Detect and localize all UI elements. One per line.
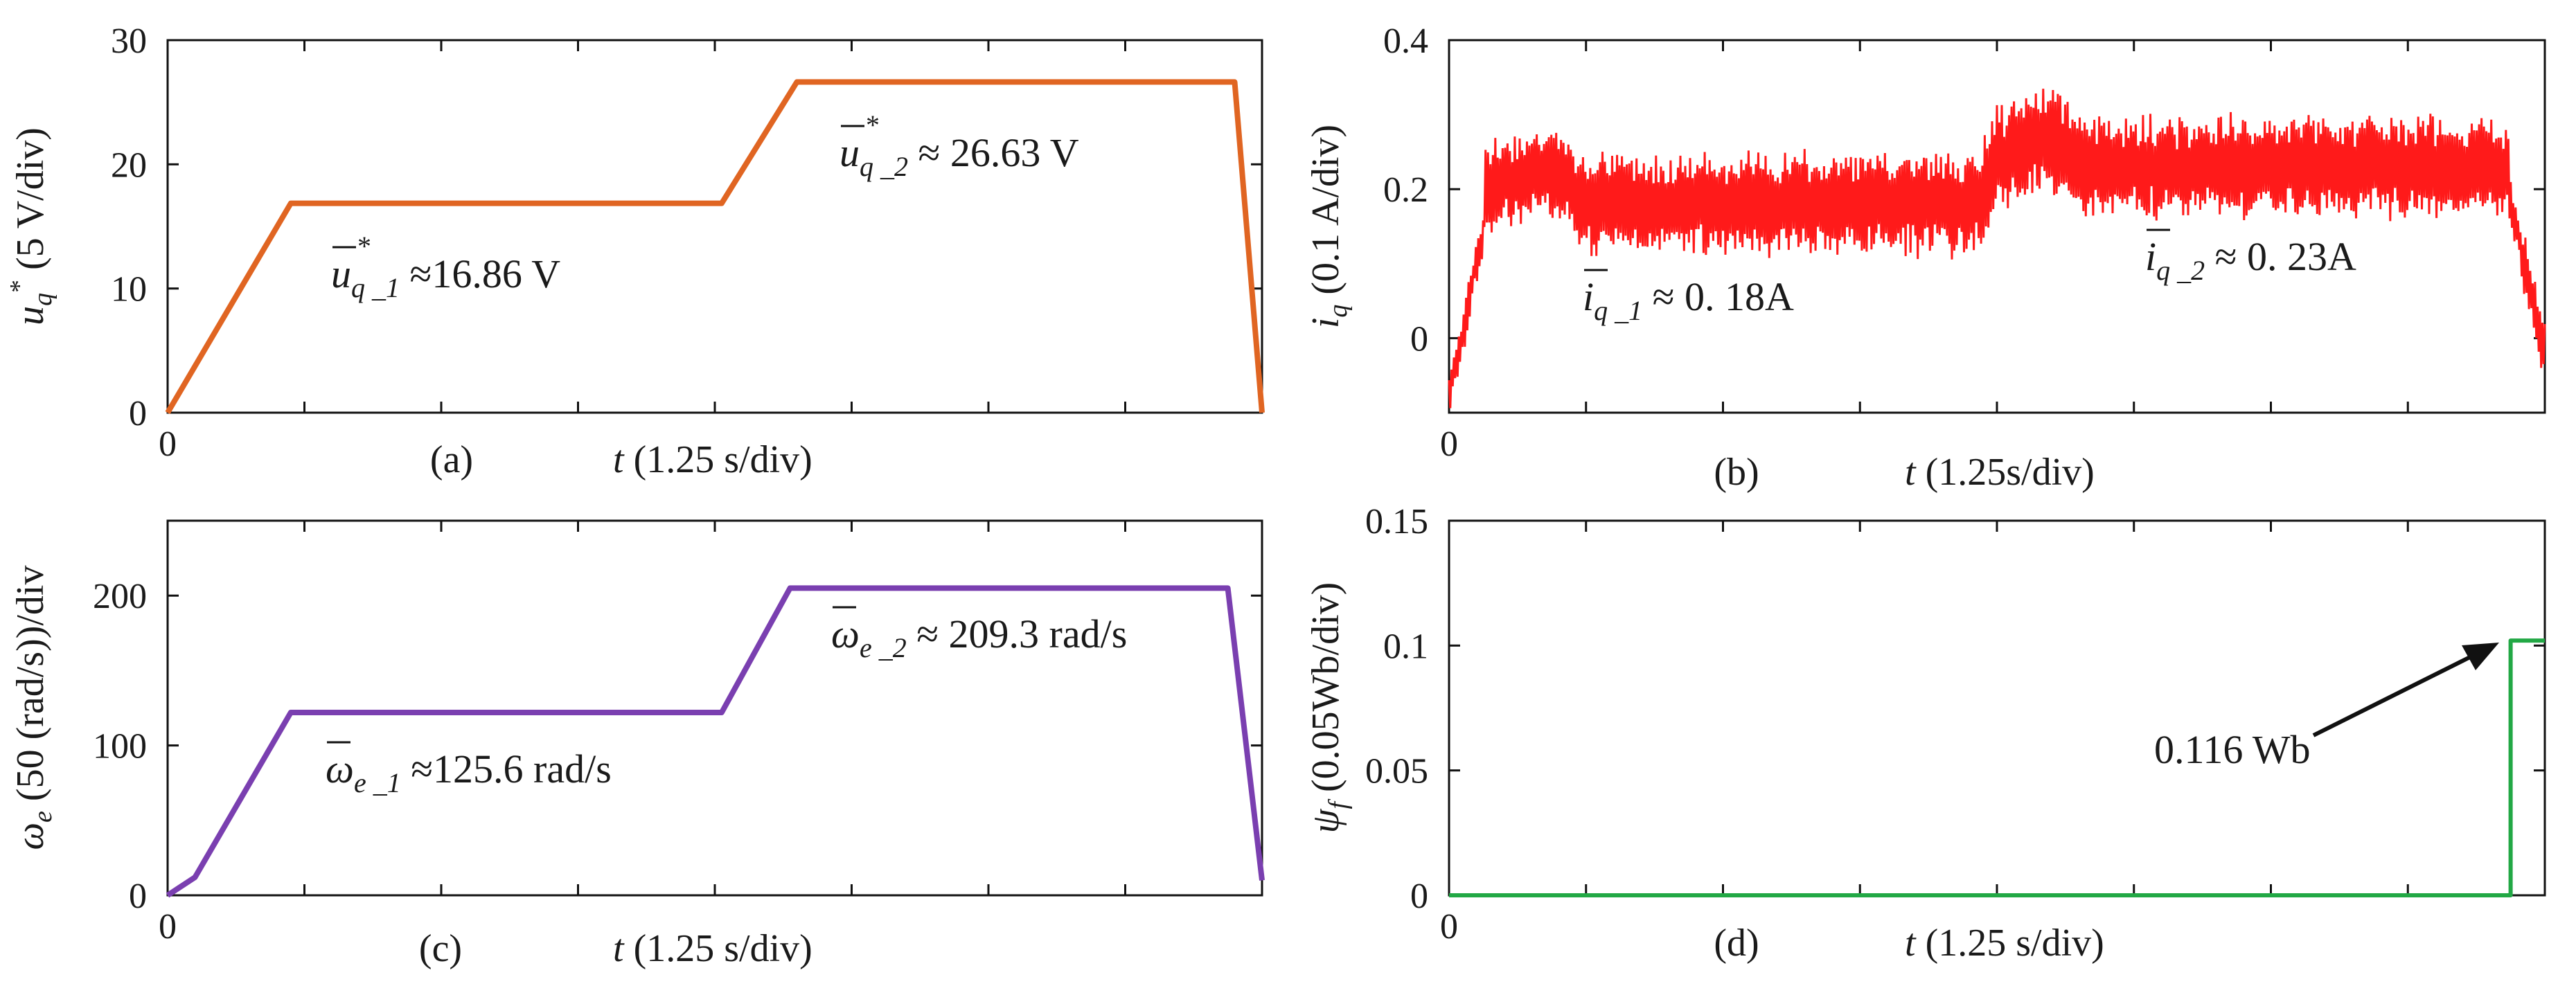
y-label-superscript: * — [5, 280, 34, 293]
annotation-symbol: ω — [326, 746, 354, 791]
y-tick-label: 0 — [1410, 319, 1428, 359]
annotation-psi-text: 0.116 Wb — [2154, 727, 2311, 772]
annotation-subscript: q _2 — [860, 151, 908, 182]
annotation-value: ≈ 26.63 V — [908, 130, 1079, 175]
series-line — [165, 79, 1265, 415]
annotation-symbol: u — [840, 130, 860, 175]
x-axis-label: t (1.25s/div) — [1905, 451, 2095, 494]
x-axis-label: t (1.25 s/div) — [613, 438, 812, 481]
y-tick-label: 0.1 — [1383, 627, 1428, 666]
y-tick-label: 10 — [111, 270, 147, 310]
annotation-we1-text: ωe _1 ≈125.6 rad/s — [326, 746, 612, 798]
annotation-uq1-text: uq _1 ≈16.86 V — [331, 251, 560, 303]
annotation-subscript: q _1 — [1594, 295, 1642, 326]
y-tick-label: 200 — [93, 577, 147, 616]
x-tick-label: 0 — [159, 907, 177, 947]
y-label-unit: (0.05Wb/div) — [1304, 582, 1347, 802]
y-tick-label: 0.05 — [1365, 752, 1428, 791]
y-axis-label: ωe (50 (rad/s))/div — [9, 566, 57, 850]
y-label-subscript: q — [28, 293, 57, 306]
y-tick-label: 0 — [129, 394, 147, 433]
x-label-unit: (1.25s/div) — [1916, 451, 2095, 494]
annotation-subscript: e _2 — [860, 632, 907, 663]
annotation-psi: 0.116 Wb — [2154, 727, 2311, 772]
x-label-symbol: t — [613, 927, 625, 970]
annotation-subscript: q _1 — [351, 272, 400, 303]
panel-d: 0 0.05 0.1 0.15 0 (d) t (1.25 s/div) ψf (0.05Wb… — [1304, 502, 2546, 965]
y-tick-label: 30 — [111, 21, 147, 61]
y-label-subscript: e — [28, 811, 57, 823]
annotation-iq1-text: iq _1 ≈ 0. 18A — [1583, 274, 1794, 326]
y-label-symbol: ω — [9, 823, 52, 850]
annotation-iq2: iq _2 ≈ 0. 23A — [2145, 228, 2356, 286]
panel-label: (b) — [1714, 451, 1759, 494]
y-label-symbol: i — [1304, 318, 1347, 329]
x-label-unit: (1.25 s/div) — [624, 438, 812, 481]
annotation-iq2-text: iq _2 ≈ 0. 23A — [2145, 234, 2356, 286]
x-tick-label: 0 — [1440, 424, 1458, 464]
annotation-value: ≈ 0. 23A — [2205, 234, 2356, 279]
y-label-symbol: ψ — [1304, 808, 1347, 833]
series-line — [1448, 89, 2546, 409]
annotation-symbol: i — [2145, 234, 2156, 279]
x-tick-label: 0 — [159, 424, 177, 464]
y-tick-label: 0.15 — [1365, 502, 1428, 541]
y-tick-label: 0 — [1410, 877, 1428, 916]
annotation-symbol: u — [331, 251, 351, 296]
annotation-superscript: * — [866, 109, 880, 141]
x-tick-label: 0 — [1440, 907, 1458, 947]
annotation-subscript: q _2 — [2156, 255, 2205, 286]
y-axis-label: uq* (5 V/div) — [5, 127, 57, 325]
plot-frame — [1448, 519, 2546, 897]
y-label-unit: (50 (rad/s))/div — [9, 566, 52, 812]
y-label-unit: (0.1 A/div) — [1304, 125, 1347, 305]
x-label-unit: (1.25 s/div) — [624, 927, 812, 970]
x-label-symbol: t — [1905, 922, 1917, 965]
annotation-subscript: e _1 — [354, 767, 401, 798]
arrow-shaft — [2312, 654, 2473, 737]
y-tick-label: 0 — [129, 877, 147, 916]
y-label-symbol: u — [9, 306, 52, 325]
y-tick-label: 0.4 — [1383, 21, 1428, 61]
plot-frame — [166, 519, 1263, 897]
x-axis-label: t (1.25 s/div) — [613, 927, 812, 970]
series-line — [166, 585, 1265, 898]
y-axis-label: ψf (0.05Wb/div) — [1304, 582, 1353, 834]
x-axis-label: t (1.25 s/div) — [1905, 922, 2104, 965]
y-tick-label: 100 — [93, 727, 147, 767]
annotation-arrow — [2312, 643, 2499, 737]
x-label-symbol: t — [1905, 451, 1917, 494]
annotation-uq2-text: uq _2 ≈ 26.63 V — [840, 130, 1079, 182]
y-label-subscript: q — [1324, 305, 1353, 318]
annotation-uq1: uq _1 ≈16.86 V* — [331, 231, 560, 303]
annotation-superscript: * — [357, 231, 371, 262]
annotation-uq2: uq _2 ≈ 26.63 V* — [840, 109, 1079, 182]
annotation-iq1: iq _1 ≈ 0. 18A — [1583, 269, 1794, 326]
annotation-we2: ωe _2 ≈ 209.3 rad/s — [831, 606, 1127, 663]
y-axis-label: iq (0.1 A/div) — [1304, 125, 1353, 328]
panel-label: (c) — [419, 927, 462, 970]
y-tick-label: 0.2 — [1383, 170, 1428, 210]
panel-label: (d) — [1714, 922, 1759, 965]
annotation-symbol: ω — [831, 611, 860, 656]
x-label-symbol: t — [613, 438, 625, 481]
plot-frame — [166, 39, 1263, 414]
y-label-unit: (5 V/div) — [9, 127, 52, 280]
series-line — [1449, 638, 2545, 897]
annotation-value: ≈16.86 V — [400, 251, 560, 296]
annotation-we2-text: ωe _2 ≈ 209.3 rad/s — [831, 611, 1127, 663]
panel-label: (a) — [430, 438, 473, 481]
arrow-head — [2462, 643, 2499, 670]
annotation-we1: ωe _1 ≈125.6 rad/s — [326, 741, 612, 798]
annotation-value: ≈ 0. 18A — [1642, 274, 1794, 319]
y-tick-label: 20 — [111, 145, 147, 185]
panel-b: 00.20.40(b) t (1.25s/div)iq (0.1 A/div) — [1304, 21, 2546, 494]
annotation-value: ≈ 209.3 rad/s — [907, 611, 1128, 656]
annotation-symbol: i — [1583, 274, 1594, 319]
x-label-unit: (1.25 s/div) — [1916, 922, 2104, 965]
annotation-value: ≈125.6 rad/s — [401, 746, 612, 791]
